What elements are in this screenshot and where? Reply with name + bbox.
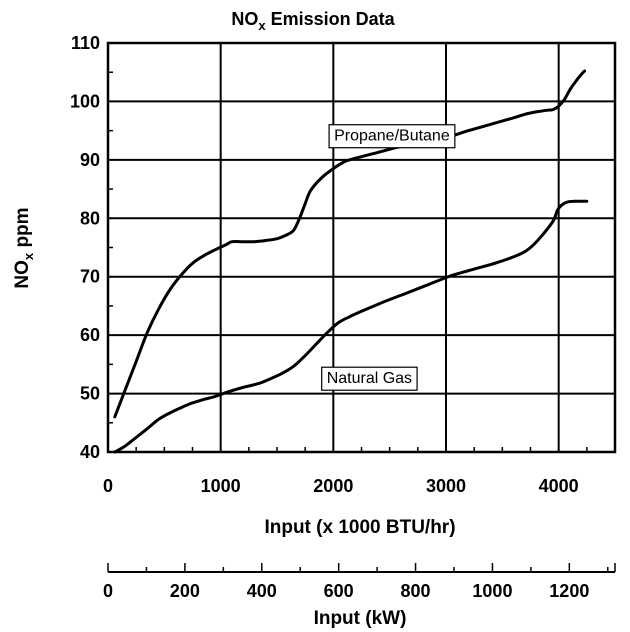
secondary-x-tick-label-1000: 1000	[472, 581, 512, 601]
secondary-x-tick-label-400: 400	[247, 581, 277, 601]
series-label-propane-butane: Propane/Butane	[328, 124, 456, 149]
y-tick-labels: 40 50 60 70 80 90 100 110	[70, 33, 100, 462]
y-axis-title: NOx ppm	[12, 207, 36, 288]
secondary-x-axis-title: Input (kW)	[314, 608, 407, 629]
x-tick-label-3000: 3000	[426, 476, 466, 496]
secondary-x-tick-label-1200: 1200	[549, 581, 589, 601]
y-axis-title-main: NO	[12, 260, 33, 289]
data-series	[113, 69, 589, 454]
y-axis-title-rest: ppm	[12, 207, 33, 252]
x-tick-label-1000: 1000	[201, 476, 241, 496]
series-label-natural-gas: Natural Gas	[321, 366, 418, 391]
secondary-x-axis: 0 200 400 600 800 1000 1200	[103, 563, 616, 601]
x-tick-label-4000: 4000	[539, 476, 579, 496]
y-tick-label-110: 110	[71, 33, 100, 53]
plot-border	[106, 41, 617, 454]
y-axis-title-subscript: x	[21, 252, 36, 260]
chart-title-main: NO	[231, 9, 258, 29]
y-tick-label-90: 90	[80, 150, 100, 170]
y-tick-label-100: 100	[70, 91, 100, 111]
secondary-x-tick-label-800: 800	[401, 581, 431, 601]
y-tick-label-70: 70	[80, 267, 100, 287]
y-tick-label-80: 80	[80, 208, 100, 228]
x-axis-title: Input (x 1000 BTU/hr)	[264, 517, 455, 538]
series-label-text-natural-gas: Natural Gas	[327, 370, 412, 387]
secondary-x-tick-label-600: 600	[324, 581, 354, 601]
secondary-x-tick-label-200: 200	[170, 581, 200, 601]
series-line-natural-gas	[113, 199, 589, 454]
y-tick-label-40: 40	[80, 442, 100, 462]
chart-title: NOx Emission Data	[231, 9, 395, 33]
chart-title-subscript: x	[258, 18, 266, 33]
series-label-text-propane-butane: Propane/Butane	[334, 128, 450, 145]
x-tick-label-2000: 2000	[313, 476, 353, 496]
y-tick-label-60: 60	[80, 325, 100, 345]
y-tick-label-50: 50	[80, 384, 100, 404]
series-label-box-natural-gas	[321, 366, 418, 391]
chart-title-rest: Emission Data	[266, 9, 396, 29]
secondary-x-tick-label-0: 0	[103, 581, 113, 601]
plot-frame	[106, 41, 617, 454]
series-line-propane-butane	[113, 69, 587, 419]
series-label-box-propane-butane	[328, 124, 456, 149]
series-labels: Propane/Butane Natural Gas	[321, 124, 456, 391]
x-tick-labels: 0 1000 2000 3000 4000	[103, 476, 579, 496]
x-tick-label-0: 0	[103, 476, 113, 496]
